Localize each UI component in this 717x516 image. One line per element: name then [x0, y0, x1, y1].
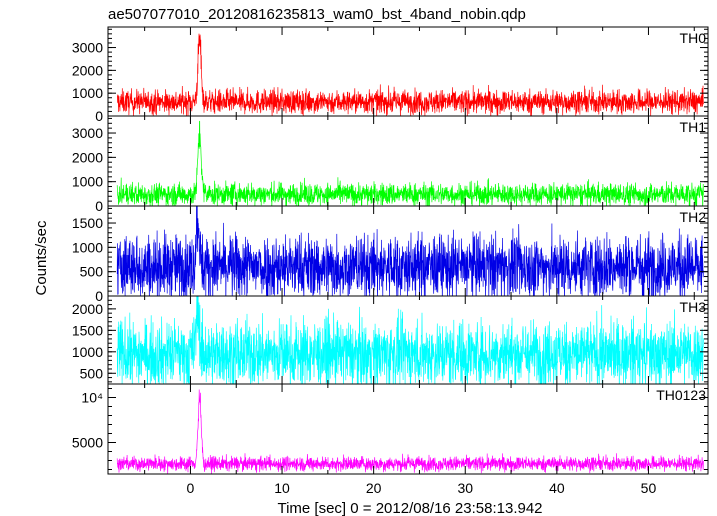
x-tick-label: 30: [457, 480, 473, 496]
panel-th0: 0 1000 2000 3000 TH0: [72, 26, 709, 124]
panel-th3: 500 1000 1500 2000 TH3: [72, 295, 709, 385]
series-line-th0: [116, 33, 704, 116]
y-tick-label: 1000: [72, 174, 103, 190]
y-tick-label: 0: [95, 198, 103, 214]
panel-frame: [107, 383, 709, 475]
series-line-th3: [116, 296, 704, 384]
y-tick-label: 2000: [72, 62, 103, 78]
panel-name-label: TH0123: [656, 387, 706, 403]
y-tick-label: 3000: [72, 40, 103, 56]
panel-th1: 0 1000 2000 3000 TH1: [72, 115, 709, 214]
y-tick-label: 1500: [72, 322, 103, 338]
y-tick-label: 1000: [72, 344, 103, 360]
y-tick-label: 1500: [72, 215, 103, 231]
y-tick-label: 2000: [72, 301, 103, 317]
y-tick-label: 500: [80, 365, 104, 381]
y-tick-label: 3000: [72, 125, 103, 141]
y-tick-label: 1000: [72, 85, 103, 101]
y-tick-label: 5000: [72, 435, 103, 451]
panel-th2: 0 500 1000 1500 TH2: [72, 205, 709, 304]
panel-name-label: TH2: [680, 209, 707, 225]
x-axis-label: Time [sec] 0 = 2012/08/16 23:58:13.942: [277, 500, 542, 516]
y-tick-label: 10⁴: [81, 390, 103, 406]
x-tick-label: 10: [274, 480, 290, 496]
y-tick-label: 2000: [72, 149, 103, 165]
y-tick-label: 0: [95, 108, 103, 124]
x-tick-label: 40: [549, 480, 565, 496]
x-tick-label: 20: [366, 480, 382, 496]
chart-title: ae507077010_20120816235813_wam0_bst_4ban…: [108, 6, 526, 23]
y-tick-label: 0: [95, 288, 103, 304]
panel-th0123: 5000 10⁴ TH0123: [72, 383, 709, 475]
y-tick-label: 1000: [72, 239, 103, 255]
panel-name-label: TH3: [680, 299, 707, 315]
y-tick-label: 500: [80, 264, 104, 280]
series-line-th0123: [116, 389, 704, 474]
panel-name-label: TH0: [680, 30, 707, 46]
x-tick-label: 0: [187, 480, 195, 496]
series-line-th1: [116, 120, 704, 206]
series-line-th2: [116, 206, 704, 296]
y-axis-label: Counts/sec: [33, 220, 50, 296]
panel-name-label: TH1: [680, 119, 707, 135]
x-tick-label: 50: [641, 480, 657, 496]
